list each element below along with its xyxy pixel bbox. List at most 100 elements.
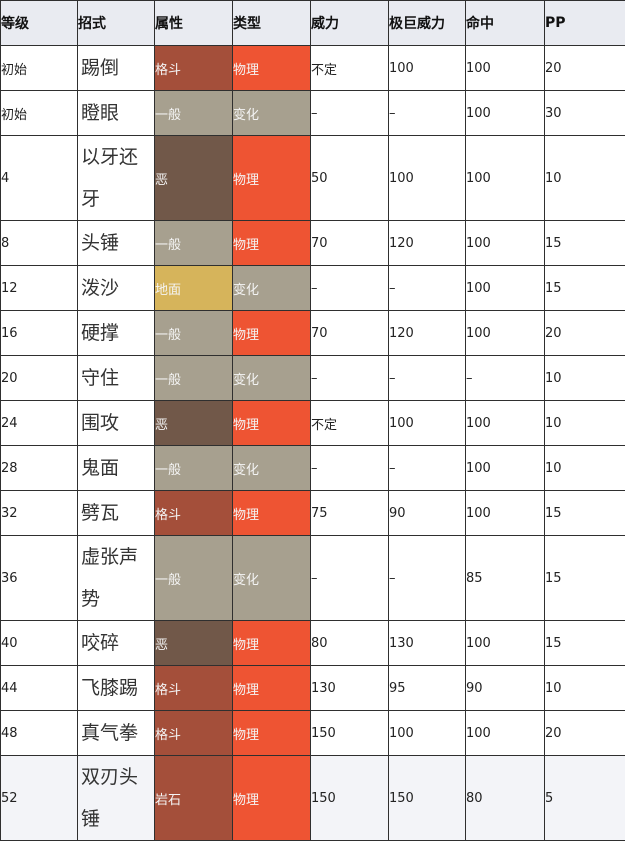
category-cell: 物理 [232, 710, 311, 756]
table-row: 48 真气拳 格斗 物理 150 100 100 20 [0, 710, 625, 756]
header-power[interactable]: 威力 [310, 0, 389, 46]
move-link[interactable]: 双刃头锤 [77, 755, 155, 841]
type-cell: 一般 [154, 90, 233, 136]
max-power-cell: 100 [388, 710, 466, 756]
category-cell: 物理 [232, 490, 311, 536]
power-cell: 150 [310, 755, 389, 841]
category-cell: 变化 [232, 535, 311, 621]
header-row: 等级 招式 属性 类型 威力 极巨威力 命中 PP [0, 0, 625, 46]
table-row: 44 飞膝踢 格斗 物理 130 95 90 10 [0, 665, 625, 711]
type-cell: 一般 [154, 535, 233, 621]
pp-cell: 20 [544, 710, 625, 756]
type-cell: 格斗 [154, 665, 233, 711]
category-cell: 变化 [232, 445, 311, 491]
max-power-cell: 90 [388, 490, 466, 536]
accuracy-cell: 100 [465, 135, 545, 221]
move-link[interactable]: 咬碎 [77, 620, 155, 666]
accuracy-cell: 90 [465, 665, 545, 711]
level-cell: 40 [0, 620, 78, 666]
level-cell: 4 [0, 135, 78, 221]
move-link[interactable]: 劈瓦 [77, 490, 155, 536]
header-move[interactable]: 招式 [77, 0, 155, 46]
pp-cell: 15 [544, 490, 625, 536]
accuracy-cell: 100 [465, 620, 545, 666]
table-row: 8 头锤 一般 物理 70 120 100 15 [0, 220, 625, 266]
level-cell: 52 [0, 755, 78, 841]
max-power-cell: – [388, 90, 466, 136]
max-power-cell: 100 [388, 45, 466, 91]
move-link[interactable]: 鬼面 [77, 445, 155, 491]
max-power-cell: – [388, 535, 466, 621]
level-cell: 24 [0, 400, 78, 446]
power-cell: 80 [310, 620, 389, 666]
category-cell: 物理 [232, 665, 311, 711]
power-cell: 50 [310, 135, 389, 221]
level-cell: 36 [0, 535, 78, 621]
type-cell: 一般 [154, 355, 233, 401]
power-cell: 70 [310, 310, 389, 356]
power-cell: – [310, 265, 389, 311]
table-row: 初始 瞪眼 一般 变化 – –100 30 [0, 90, 625, 136]
move-link[interactable]: 头锤 [77, 220, 155, 266]
move-link[interactable]: 踢倒 [77, 45, 155, 91]
level-cell: 8 [0, 220, 78, 266]
accuracy-cell: 100 [465, 490, 545, 536]
pp-cell: 10 [544, 400, 625, 446]
type-cell: 恶 [154, 400, 233, 446]
table-row: 24 围攻恶物理 不定 100 100 10 [0, 400, 625, 446]
pp-cell: 10 [544, 355, 625, 401]
level-cell: 48 [0, 710, 78, 756]
level-cell: 初始 [0, 45, 78, 91]
header-category[interactable]: 类型 [232, 0, 311, 46]
level-cell: 44 [0, 665, 78, 711]
max-power-cell: 120 [388, 310, 466, 356]
power-cell: 150 [310, 710, 389, 756]
table-row: 52 双刃头锤 岩石 物理 150 150 80 5 [0, 755, 625, 841]
max-power-cell: 150 [388, 755, 466, 841]
header-accuracy[interactable]: 命中 [465, 0, 545, 46]
pp-cell: 30 [544, 90, 625, 136]
max-power-cell: 120 [388, 220, 466, 266]
power-cell: – [310, 535, 389, 621]
move-link[interactable]: 硬撑 [77, 310, 155, 356]
type-cell: 一般 [154, 445, 233, 491]
pp-cell: 15 [544, 265, 625, 311]
max-power-cell: 130 [388, 620, 466, 666]
table-row: 20 守住 一般 变化 – – –10 [0, 355, 625, 401]
category-cell: 变化 [232, 265, 311, 311]
move-link[interactable]: 以牙还牙 [77, 135, 155, 221]
category-cell: 变化 [232, 90, 311, 136]
header-level[interactable]: 等级 [0, 0, 78, 46]
power-cell: – [310, 90, 389, 136]
level-cell: 32 [0, 490, 78, 536]
accuracy-cell: 100 [465, 220, 545, 266]
pp-cell: 10 [544, 445, 625, 491]
max-power-cell: – [388, 355, 466, 401]
level-cell: 20 [0, 355, 78, 401]
move-link[interactable]: 守住 [77, 355, 155, 401]
accuracy-cell: 85 [465, 535, 545, 621]
pp-cell: 15 [544, 535, 625, 621]
table-row: 16 硬撑 一般 物理 70 120 100 20 [0, 310, 625, 356]
level-cell: 28 [0, 445, 78, 491]
accuracy-cell: 100 [465, 445, 545, 491]
table-row: 32 劈瓦 格斗 物理 75 90 100 15 [0, 490, 625, 536]
power-cell: 130 [310, 665, 389, 711]
accuracy-cell: 100 [465, 45, 545, 91]
level-cell: 16 [0, 310, 78, 356]
category-cell: 物理 [232, 755, 311, 841]
power-cell: 不定 [310, 45, 389, 91]
move-link[interactable]: 泼沙 [77, 265, 155, 311]
accuracy-cell: 100 [465, 400, 545, 446]
header-pp[interactable]: PP [544, 0, 625, 46]
move-link[interactable]: 围攻 [77, 400, 155, 446]
move-link[interactable]: 虚张声势 [77, 535, 155, 621]
header-max-power[interactable]: 极巨威力 [388, 0, 466, 46]
accuracy-cell: 80 [465, 755, 545, 841]
category-cell: 物理 [232, 45, 311, 91]
header-type[interactable]: 属性 [154, 0, 233, 46]
move-link[interactable]: 飞膝踢 [77, 665, 155, 711]
move-link[interactable]: 瞪眼 [77, 90, 155, 136]
move-link[interactable]: 真气拳 [77, 710, 155, 756]
